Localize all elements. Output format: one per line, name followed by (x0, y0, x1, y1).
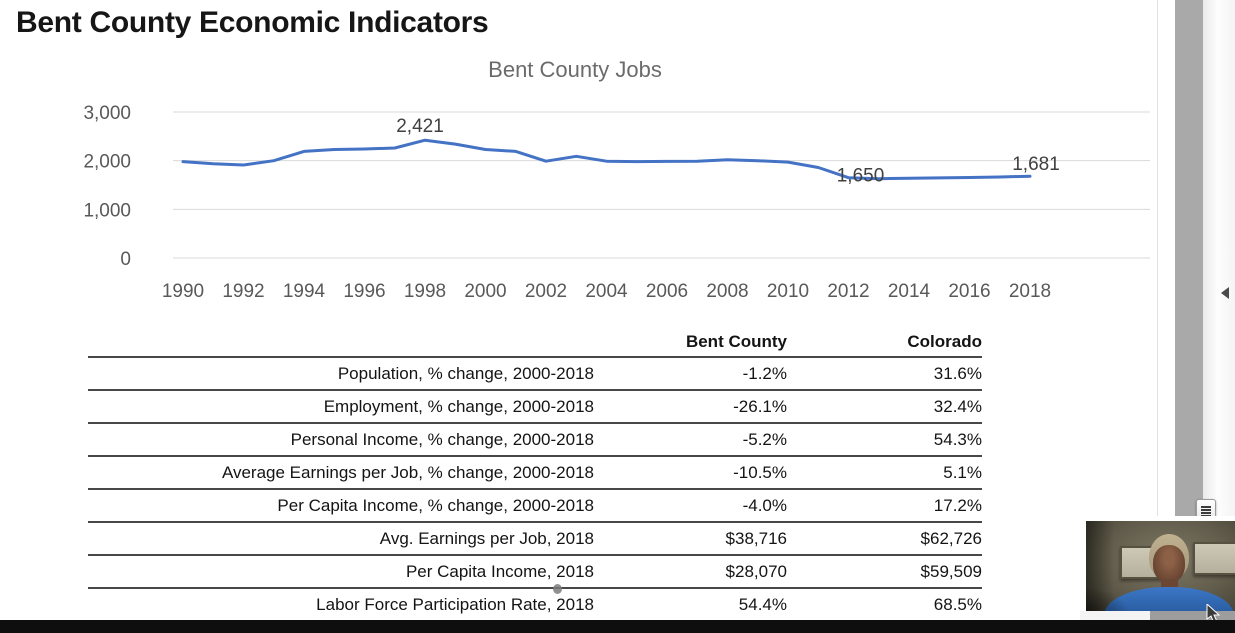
x-axis-tick-label: 2016 (948, 281, 990, 302)
table-row: Population, % change, 2000-2018 -1.2% 31.6… (88, 356, 982, 390)
y-axis-tick-label: 0 (120, 249, 131, 270)
table-row: Employment, % change, 2000-2018 -26.1% 32.… (88, 389, 982, 423)
x-axis-tick-label: 1994 (283, 281, 326, 302)
x-axis-tick-label: 2002 (525, 281, 567, 302)
bottom-black-bar (0, 620, 1235, 633)
bent-county-value: -10.5% (594, 455, 787, 489)
jobs-line-chart: 0 1,000 2,000 3,000 1990 1992 1994 1996 1998 2000… (83, 103, 1150, 302)
bent-county-value: -4.0% (594, 488, 787, 522)
table-row: Per Capita Income, % change, 2000-2018 -4… (88, 488, 982, 522)
bent-county-value: 54.4% (594, 587, 787, 622)
bent-county-value: -1.2% (594, 356, 787, 390)
row-label: Per Capita Income, 2018 (88, 554, 594, 588)
colorado-value: 32.4% (787, 389, 982, 423)
economic-indicators-table: Bent County Colorado Population, % chang… (88, 327, 982, 622)
colorado-value: $62,726 (787, 521, 982, 555)
presenter-face (1153, 545, 1185, 583)
row-label: Population, % change, 2000-2018 (88, 356, 594, 390)
table-row: Average Earnings per Job, % change, 2000… (88, 455, 982, 489)
table-header-row: Bent County Colorado (88, 327, 982, 357)
row-label: Average Earnings per Job, % change, 2000… (88, 455, 594, 489)
colorado-value: $59,509 (787, 554, 982, 588)
horizontal-scrollbar[interactable] (1080, 611, 1235, 621)
dot-cursor (553, 584, 562, 594)
data-point-label: 1,681 (1012, 154, 1060, 175)
x-axis-tick-label: 2000 (464, 281, 506, 302)
header-spacer (88, 327, 594, 357)
picture-frame-right (1193, 542, 1235, 575)
colorado-value: 54.3% (787, 422, 982, 456)
y-axis-tick-label: 2,000 (83, 152, 131, 173)
row-label: Personal Income, % change, 2000-2018 (88, 422, 594, 456)
x-axis-tick-label: 2018 (1009, 281, 1051, 302)
x-axis-tick-label: 2008 (706, 281, 748, 302)
header-colorado: Colorado (907, 331, 982, 351)
jobs-series-line (181, 138, 1032, 181)
page-title: Bent County Economic Indicators (16, 6, 489, 39)
bent-county-value: -26.1% (594, 389, 787, 423)
y-axis-tick-label: 3,000 (83, 103, 131, 124)
row-label: Per Capita Income, % change, 2000-2018 (88, 488, 594, 522)
x-axis-tick-label: 1996 (343, 281, 385, 302)
panel-gap (1157, 0, 1176, 620)
x-axis-tick-label: 2012 (827, 281, 869, 302)
colorado-value: 17.2% (787, 488, 982, 522)
chart-title: Bent County Jobs (488, 57, 662, 82)
colorado-value: 31.6% (787, 356, 982, 390)
bent-county-value: $28,070 (594, 554, 787, 588)
panel-collapse-arrow-icon[interactable] (1221, 287, 1229, 299)
bent-county-value: $38,716 (594, 521, 787, 555)
x-axis-tick-label: 1990 (162, 281, 204, 302)
x-axis-tick-label: 1998 (404, 281, 446, 302)
table-row: Avg. Earnings per Job, 2018 $38,716 $62,72… (88, 521, 982, 555)
webcam-frame (1086, 521, 1235, 613)
colorado-value: 5.1% (787, 455, 982, 489)
x-axis-tick-label: 2006 (646, 281, 688, 302)
data-point-label: 1,650 (837, 166, 885, 187)
header-bent-county: Bent County (685, 331, 787, 351)
x-axis-tick-label: 2004 (585, 281, 628, 302)
y-axis-tick-label: 1,000 (83, 200, 131, 221)
x-axis-tick-label: 1992 (222, 281, 264, 302)
data-point-label: 2,421 (396, 116, 444, 137)
colorado-value: 68.5% (787, 587, 982, 622)
row-label: Avg. Earnings per Job, 2018 (88, 521, 594, 555)
webcam-corner-shadow (1086, 587, 1130, 613)
presenter-webcam-video[interactable] (1082, 516, 1235, 613)
bent-county-value: -5.2% (594, 422, 787, 456)
table-row: Personal Income, % change, 2000-2018 -5.2… (88, 422, 982, 456)
menu-icon (1201, 506, 1211, 517)
row-label: Labor Force Participation Rate, 2018 (88, 587, 594, 622)
x-axis-tick-label: 2010 (767, 281, 809, 302)
table-row: Labor Force Participation Rate, 2018 54.4… (88, 587, 982, 622)
table-row: Per Capita Income, 2018 $28,070 $59,509 (88, 554, 982, 588)
x-axis-tick-label: 2014 (888, 281, 931, 302)
row-label: Employment, % change, 2000-2018 (88, 389, 594, 423)
horizontal-scrollbar-thumb[interactable] (1150, 611, 1235, 621)
